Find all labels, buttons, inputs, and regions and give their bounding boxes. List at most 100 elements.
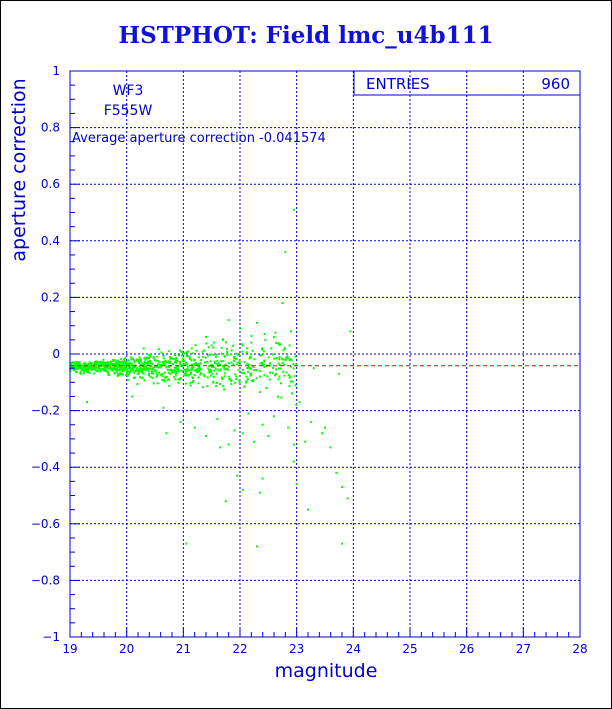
scatter-point	[259, 354, 262, 357]
scatter-point	[210, 344, 213, 347]
scatter-point	[108, 364, 111, 367]
scatter-point	[211, 363, 214, 366]
scatter-point	[169, 368, 172, 371]
scatter-point	[180, 354, 183, 357]
scatter-point	[184, 370, 187, 373]
scatter-point	[171, 371, 174, 374]
scatter-point	[185, 361, 188, 364]
scatter-point	[174, 358, 177, 361]
scatter-point	[199, 368, 202, 371]
scatter-point	[235, 378, 238, 381]
scatter-point	[107, 371, 110, 374]
scatter-point	[197, 370, 200, 373]
scatter-point	[94, 369, 97, 372]
scatter-point	[174, 378, 177, 381]
scatter-point	[196, 367, 199, 370]
scatter-point	[184, 351, 187, 354]
scatter-point	[199, 359, 202, 362]
scatter-point	[230, 379, 233, 382]
scatter-point	[145, 368, 148, 371]
scatter-point	[205, 342, 208, 345]
scatter-point	[238, 379, 241, 382]
scatter-point	[80, 366, 83, 369]
scatter-point	[98, 361, 101, 364]
scatter-point	[140, 358, 143, 361]
scatter-point	[160, 364, 163, 367]
scatter-point	[250, 364, 253, 367]
scatter-point	[193, 364, 196, 367]
scatter-point	[158, 365, 161, 368]
scatter-point	[249, 353, 252, 356]
scatter-point	[139, 363, 142, 366]
scatter-points	[69, 208, 352, 548]
scatter-point	[118, 374, 121, 377]
scatter-point	[95, 360, 98, 363]
scatter-point	[252, 380, 255, 383]
scatter-point	[150, 362, 153, 365]
scatter-point	[210, 365, 213, 368]
scatter-point	[148, 356, 151, 359]
scatter-point	[273, 415, 275, 418]
scatter-point	[172, 358, 175, 361]
scatter-point	[121, 368, 124, 371]
scatter-point	[190, 369, 193, 372]
scatter-point	[270, 347, 273, 350]
scatter-point	[151, 376, 154, 379]
scatter-point	[188, 357, 191, 360]
scatter-point	[186, 368, 189, 371]
y-tick-label: 1	[52, 64, 60, 78]
scatter-point	[152, 366, 155, 369]
y-tick-label: −0.8	[31, 573, 60, 587]
scatter-point	[256, 545, 258, 548]
scatter-point	[161, 375, 164, 378]
scatter-point	[216, 418, 219, 421]
scatter-point	[266, 375, 269, 378]
scatter-point	[278, 358, 281, 361]
scatter-point	[207, 346, 210, 349]
y-tick-label: −0.6	[31, 517, 60, 531]
scatter-point	[126, 379, 129, 382]
scatter-point	[277, 362, 280, 365]
scatter-point	[261, 347, 264, 350]
scatter-point	[230, 361, 233, 364]
scatter-point	[78, 365, 81, 368]
scatter-point	[111, 364, 114, 367]
scatter-point	[165, 432, 168, 435]
scatter-point	[232, 359, 235, 362]
scatter-point	[83, 370, 86, 373]
scatter-point	[119, 371, 122, 374]
scatter-point	[147, 360, 150, 363]
scatter-point	[143, 361, 146, 364]
scatter-point	[213, 360, 216, 363]
scatter-point	[133, 376, 136, 379]
scatter-point	[119, 367, 122, 370]
scatter-point	[152, 356, 155, 359]
scatter-point	[341, 542, 343, 545]
scatter-point	[133, 366, 136, 369]
scatter-point	[274, 331, 277, 334]
scatter-point	[239, 327, 241, 330]
scatter-point	[121, 360, 124, 363]
scatter-point	[273, 336, 275, 339]
scatter-point	[145, 365, 148, 368]
scatter-point	[162, 357, 165, 360]
scatter-point	[79, 372, 82, 375]
scatter-point	[164, 364, 167, 367]
scatter-point	[241, 488, 244, 491]
scatter-point	[79, 367, 82, 370]
scatter-point	[242, 368, 245, 371]
tick-labels: 19 20 21 22 23 24 25 26 27 28 −1 −0.8 −0.6 −0.4 −0.2 0 0…	[31, 64, 588, 656]
scatter-point	[93, 360, 96, 363]
scatter-point	[176, 367, 179, 370]
scatter-point	[237, 369, 240, 372]
scatter-point	[288, 358, 291, 361]
scatter-point	[184, 363, 187, 366]
scatter-point	[290, 330, 292, 333]
scatter-point	[225, 341, 228, 344]
scatter-point	[224, 372, 227, 375]
scatter-point	[149, 362, 152, 365]
scatter-point	[145, 367, 148, 370]
scatter-point	[215, 362, 218, 365]
scatter-point	[279, 382, 282, 385]
scatter-point	[111, 362, 114, 365]
